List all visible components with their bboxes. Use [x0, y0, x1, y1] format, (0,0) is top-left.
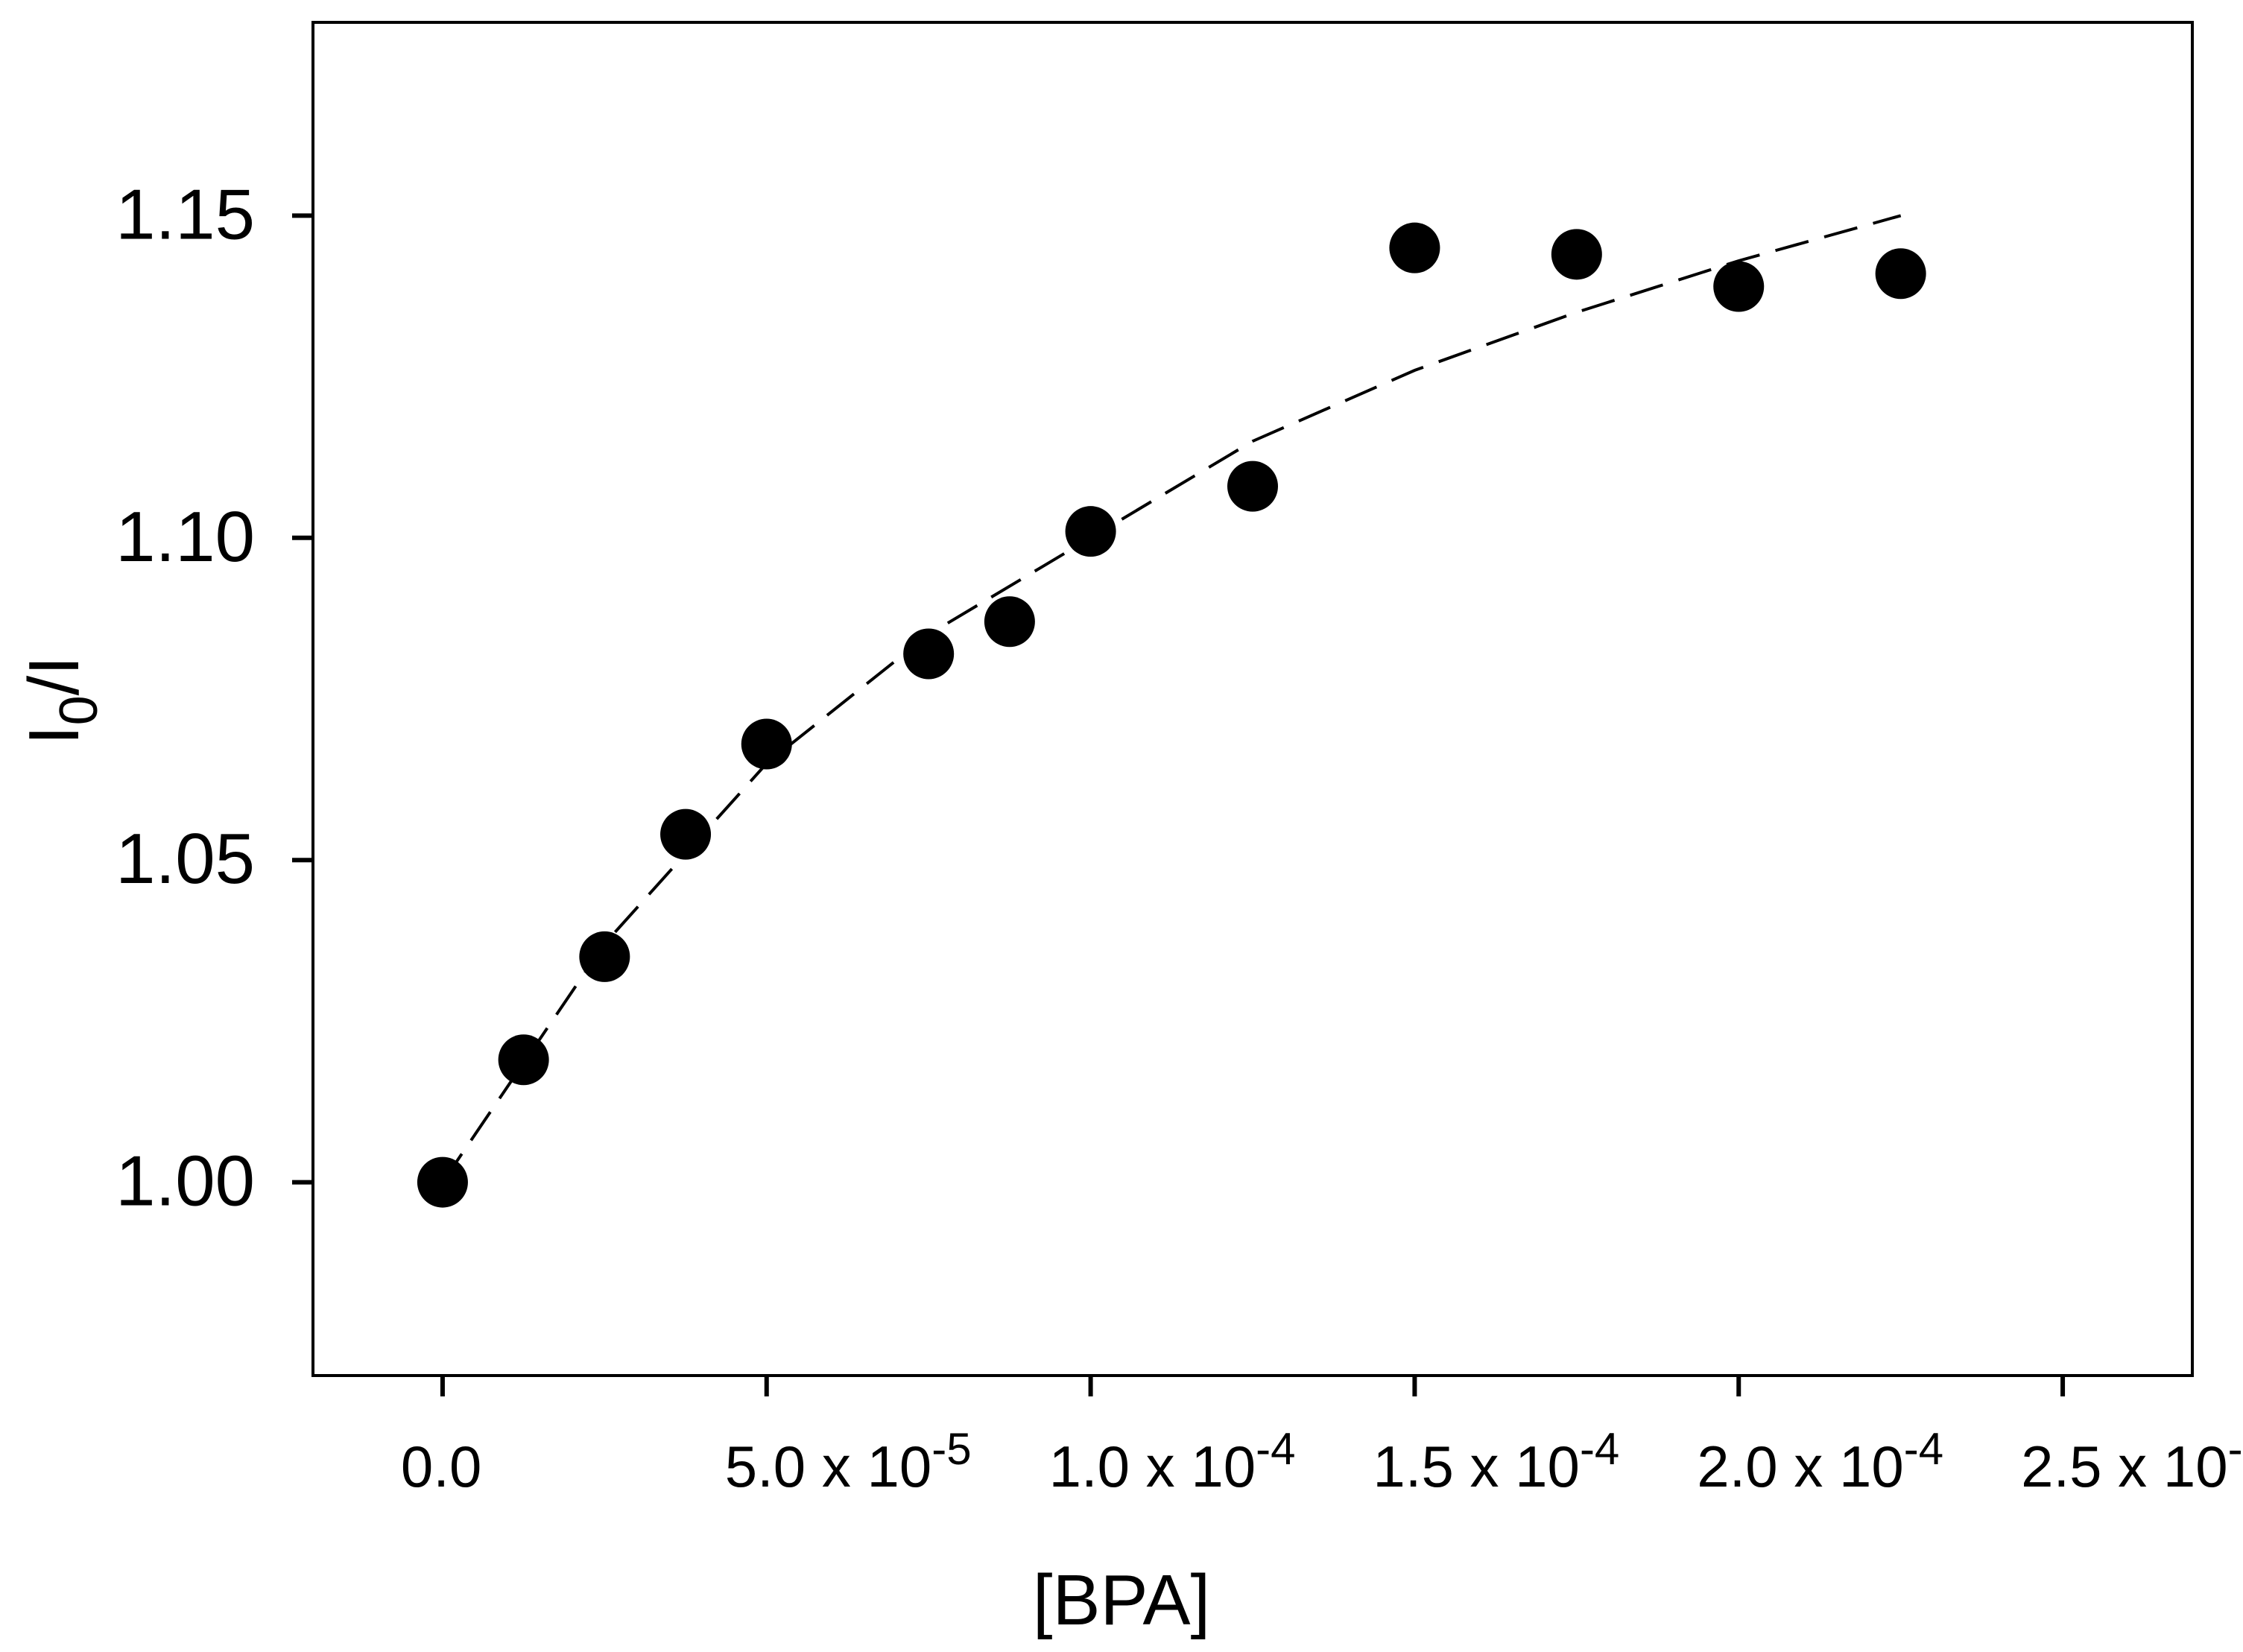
- y-tick-label: 1.15: [116, 174, 255, 254]
- x-axis-ticks: 0.0 5.0 x 10-5 1.0 x 10-4 1.5 x 10-4 2.0 x 1…: [401, 1376, 2243, 1499]
- data-point: [1713, 261, 1765, 312]
- x-tick-label: 2.0 x 10-4: [1697, 1424, 1943, 1499]
- data-point: [984, 596, 1035, 648]
- y-tick-label: 1.10: [116, 497, 255, 577]
- x-tick-label: 1.5 x 10-4: [1373, 1424, 1619, 1499]
- data-point: [1551, 229, 1602, 280]
- x-axis-title: [BPA]: [1033, 1560, 1210, 1640]
- x-tick-label-base: 2.5 x 10: [2021, 1434, 2228, 1499]
- x-tick-label-exponent: -4: [1904, 1424, 1943, 1474]
- x-tick-label-base: 1.0 x 10: [1049, 1434, 1256, 1499]
- data-point: [579, 931, 630, 982]
- x-tick-label: 2.5 x 10-4: [2021, 1424, 2243, 1499]
- x-tick-label-exponent: -5: [931, 1424, 971, 1474]
- y-tick-label: 1.05: [116, 819, 255, 899]
- y-axis-title: I0/I: [14, 656, 109, 745]
- x-tick-label-exponent: -4: [2228, 1424, 2243, 1474]
- data-point: [660, 808, 712, 860]
- x-tick-label-exponent: -4: [1580, 1424, 1619, 1474]
- data-point: [1065, 506, 1116, 557]
- data-points: [417, 222, 1926, 1208]
- x-tick-label-exponent: -4: [1256, 1424, 1295, 1474]
- y-tick-label: 1.00: [116, 1142, 255, 1221]
- y-axis-ticks: 1.00 1.05 1.10 1.15: [116, 174, 313, 1221]
- x-tick-label-base: 2.0 x 10: [1697, 1434, 1904, 1499]
- data-point: [498, 1034, 549, 1086]
- x-tick-label: 0.0: [401, 1434, 481, 1499]
- data-point: [903, 628, 955, 680]
- data-point: [1389, 222, 1440, 273]
- y-axis-title-main: I: [14, 725, 94, 745]
- data-point: [1875, 248, 1926, 300]
- y-axis-title-subscript: 0: [49, 695, 109, 725]
- x-tick-label-base: 1.5 x 10: [1373, 1434, 1580, 1499]
- data-point: [1227, 461, 1278, 512]
- x-tick-label-base: 5.0 x 10: [725, 1434, 932, 1499]
- x-tick-label-base: 0.0: [401, 1434, 481, 1499]
- data-point: [741, 718, 792, 770]
- x-tick-label: 1.0 x 10-4: [1049, 1424, 1296, 1499]
- plot-frame: [311, 21, 2194, 1377]
- data-point: [417, 1156, 468, 1208]
- x-tick-label: 5.0 x 10-5: [725, 1424, 972, 1499]
- fit-curve: [441, 214, 1902, 1183]
- y-axis-title-rest: /I: [14, 656, 94, 695]
